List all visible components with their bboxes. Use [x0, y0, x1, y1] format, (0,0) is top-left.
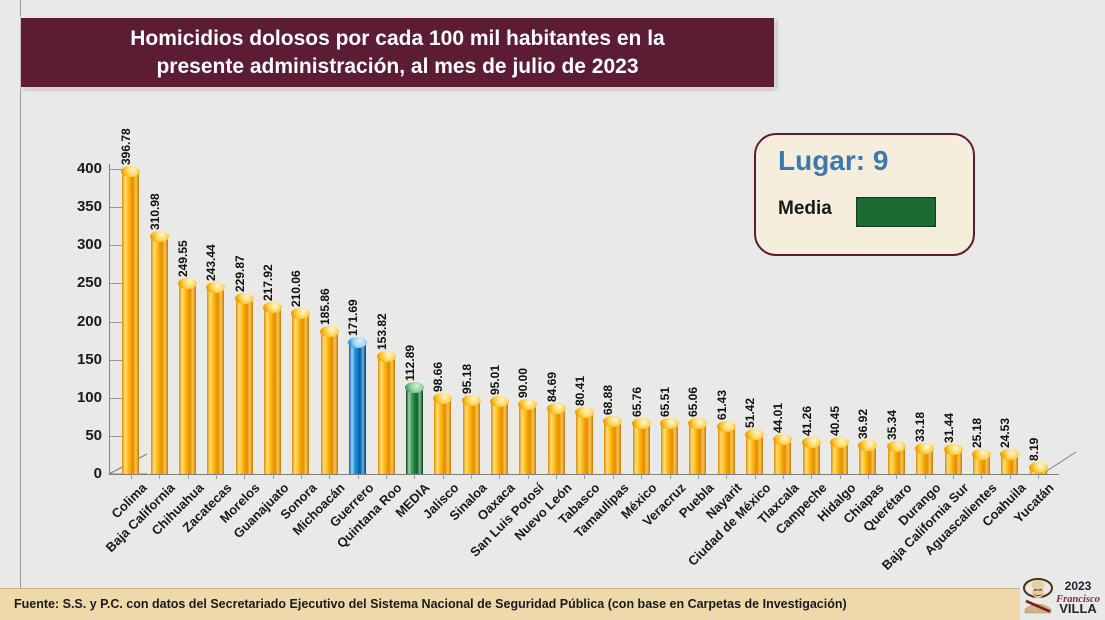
svg-text:VILLA: VILLA [1059, 601, 1097, 616]
svg-text:2023: 2023 [1065, 579, 1092, 593]
